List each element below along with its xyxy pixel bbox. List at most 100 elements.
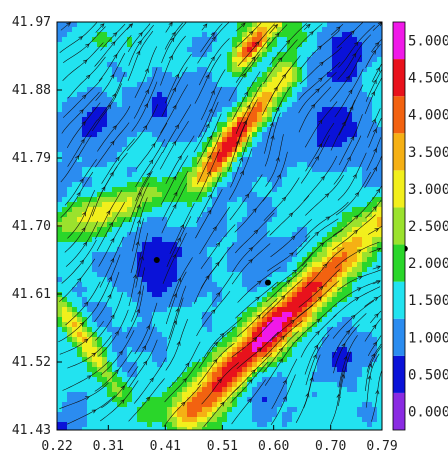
heatmap-cell <box>97 197 103 203</box>
heatmap-cell <box>237 72 243 78</box>
heatmap-cell <box>347 122 353 128</box>
heatmap-cell <box>62 197 68 203</box>
heatmap-cell <box>272 107 278 113</box>
heatmap-cell <box>272 342 278 348</box>
heatmap-cell <box>227 302 233 308</box>
heatmap-cell <box>342 132 348 138</box>
heatmap-cell <box>347 102 353 108</box>
heatmap-cell <box>357 167 363 173</box>
heatmap-cell <box>322 222 328 228</box>
heatmap-cell <box>112 387 118 393</box>
heatmap-cell <box>277 372 283 378</box>
heatmap-cell <box>367 207 373 213</box>
heatmap-cell <box>277 192 283 198</box>
heatmap-cell <box>267 342 273 348</box>
heatmap-cell <box>292 132 298 138</box>
heatmap-cell <box>187 317 193 323</box>
heatmap-cell <box>137 147 143 153</box>
heatmap-cell <box>142 72 148 78</box>
heatmap-cell <box>347 32 353 38</box>
heatmap-cell <box>352 162 358 168</box>
heatmap-cell <box>287 327 293 333</box>
heatmap-cell <box>107 227 113 233</box>
heatmap-cell <box>202 367 208 373</box>
heatmap-cell <box>237 82 243 88</box>
heatmap-cell <box>267 112 273 118</box>
heatmap-cell <box>152 137 158 143</box>
heatmap-cell <box>237 367 243 373</box>
heatmap-cell <box>262 342 268 348</box>
heatmap-cell <box>327 182 333 188</box>
heatmap-cell <box>107 262 113 268</box>
heatmap-cell <box>347 347 353 353</box>
heatmap-cell <box>377 52 383 58</box>
heatmap-cell <box>312 292 318 298</box>
heatmap-cell <box>262 327 268 333</box>
heatmap-cell <box>277 257 283 263</box>
heatmap-cell <box>372 52 378 58</box>
heatmap-cell <box>122 327 128 333</box>
heatmap-cell <box>302 317 308 323</box>
heatmap-cell <box>152 57 158 63</box>
heatmap-cell <box>67 382 73 388</box>
heatmap-cell <box>147 142 153 148</box>
heatmap-cell <box>62 382 68 388</box>
heatmap-cell <box>332 182 338 188</box>
heatmap-cell <box>167 147 173 153</box>
heatmap-cell <box>242 247 248 253</box>
heatmap-cell <box>362 137 368 143</box>
heatmap-cell <box>102 37 108 43</box>
heatmap-cell <box>132 147 138 153</box>
heatmap-cell <box>367 342 373 348</box>
heatmap-cell <box>87 327 93 333</box>
heatmap-cell <box>122 82 128 88</box>
heatmap-cell <box>352 232 358 238</box>
heatmap-cell <box>337 102 343 108</box>
heatmap-cell <box>197 362 203 368</box>
heatmap-cell <box>72 122 78 128</box>
heatmap-cell <box>257 157 263 163</box>
heatmap-cell <box>322 252 328 258</box>
heatmap-cell <box>252 37 258 43</box>
heatmap-cell <box>312 357 318 363</box>
heatmap-cell <box>322 357 328 363</box>
heatmap-cell <box>187 322 193 328</box>
heatmap-cell <box>227 32 233 38</box>
heatmap-cell <box>222 302 228 308</box>
heatmap-cell <box>262 322 268 328</box>
heatmap-cell <box>137 152 143 158</box>
heatmap-cell <box>332 302 338 308</box>
heatmap-cell <box>317 252 323 258</box>
heatmap-cell <box>132 307 138 313</box>
heatmap-cell <box>302 367 308 373</box>
heatmap-cell <box>332 387 338 393</box>
heatmap-cell <box>162 257 168 263</box>
heatmap-cell <box>217 347 223 353</box>
heatmap-cell <box>202 122 208 128</box>
heatmap-cell <box>147 232 153 238</box>
heatmap-cell <box>192 167 198 173</box>
heatmap-cell <box>282 187 288 193</box>
heatmap-cell <box>297 332 303 338</box>
heatmap-cell <box>167 397 173 403</box>
heatmap-cell <box>272 362 278 368</box>
heatmap-cell <box>87 142 93 148</box>
heatmap-cell <box>67 112 73 118</box>
heatmap-cell <box>82 372 88 378</box>
heatmap-cell <box>307 27 313 33</box>
heatmap-cell <box>342 197 348 203</box>
heatmap-cell <box>137 62 143 68</box>
heatmap-cell <box>57 192 63 198</box>
heatmap-cell <box>277 332 283 338</box>
heatmap-cell <box>187 227 193 233</box>
heatmap-cell <box>77 327 83 333</box>
heatmap-cell <box>302 247 308 253</box>
heatmap-cell <box>97 327 103 333</box>
heatmap-cell <box>257 192 263 198</box>
heatmap-cell <box>227 327 233 333</box>
heatmap-cell <box>252 22 258 28</box>
heatmap-cell <box>232 252 238 258</box>
heatmap-cell <box>67 132 73 138</box>
heatmap-cell <box>377 222 383 228</box>
heatmap-cell <box>182 57 188 63</box>
